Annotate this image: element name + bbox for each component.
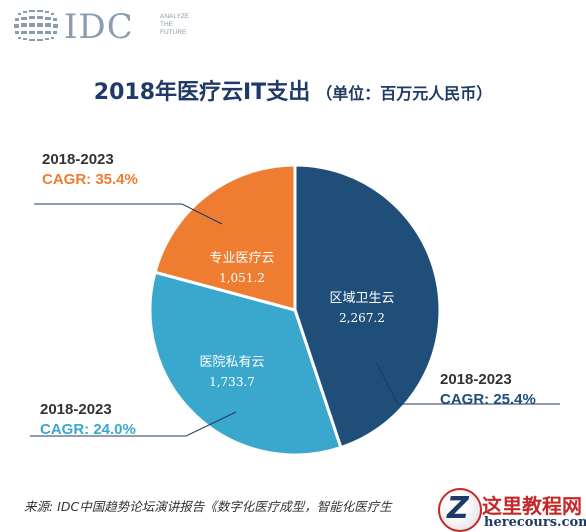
cagr-label-0: CAGR: 25.4% xyxy=(440,391,536,408)
cagr-label-1: CAGR: 24.0% xyxy=(40,421,136,438)
pie-chart: 区域卫生云 2,267.2 2018-2023 CAGR: 25.4% 医院私有云 1,7… xyxy=(30,151,560,457)
slice-value-1: 1,733.7 xyxy=(209,375,255,389)
slice-value-2: 1,051.2 xyxy=(219,271,265,285)
period-label-1: 2018-2023 xyxy=(40,401,112,418)
idc-wordmark: IDC xyxy=(64,7,134,47)
leader-line-1 xyxy=(30,411,237,437)
chart-title-main: 2018年医疗云IT支出 xyxy=(93,80,311,105)
pie-slice-1 xyxy=(148,270,343,457)
chart-title: 2018年医疗云IT支出 （单位：百万元人民币） xyxy=(0,74,586,106)
source-footnote: 来源: IDC中国趋势论坛演讲报告《数字化医疗成型，智能化医疗生 xyxy=(24,499,392,514)
leader-line-2 xyxy=(34,203,223,225)
globe-icon xyxy=(14,10,58,41)
idc-tagline: ANALYZE THE FUTURE xyxy=(160,13,190,36)
period-label-0: 2018-2023 xyxy=(440,371,512,388)
period-label-2: 2018-2023 xyxy=(42,151,114,168)
pie-slice-0 xyxy=(293,163,442,450)
watermark-logo-icon: Z xyxy=(438,488,482,532)
slice-label-1: 医院私有云 xyxy=(199,355,264,370)
slice-label-2: 专业医疗云 xyxy=(209,251,274,266)
slice-value-0: 2,267.2 xyxy=(339,311,385,325)
watermark-url: herecours.com xyxy=(484,515,586,530)
watermark-title: 这里教程网 xyxy=(482,494,582,518)
cagr-label-2: CAGR: 35.4% xyxy=(42,171,138,188)
leader-line-0 xyxy=(375,361,560,405)
watermark: Z 这里教程网 herecours.com xyxy=(438,488,586,532)
slice-label-0: 区域卫生云 xyxy=(329,291,394,306)
chart-unit-note: （单位：百万元人民币） xyxy=(316,84,493,103)
pie-slice-2 xyxy=(153,163,297,312)
